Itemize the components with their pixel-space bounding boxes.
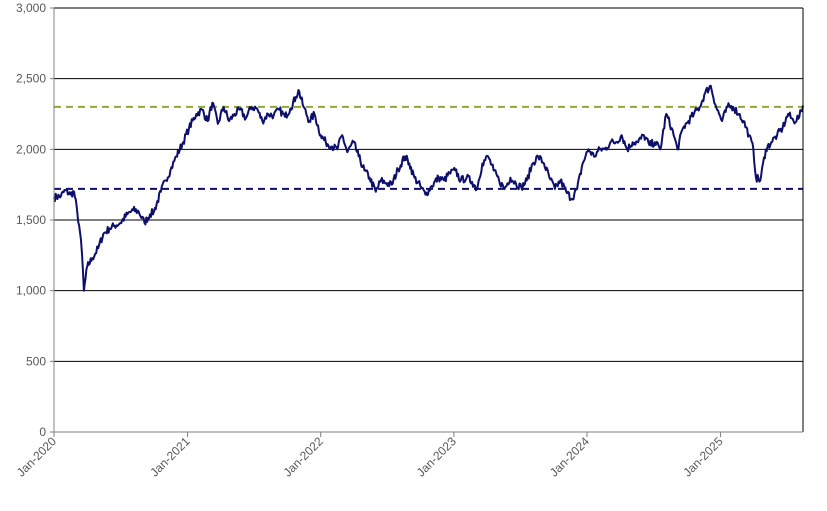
series-line <box>53 84 804 292</box>
x-tick-label: Jan-2022 <box>281 434 327 480</box>
horizontal-gridlines <box>54 7 803 362</box>
y-tick-labels: 0 500 1,000 1,500 2,000 2,500 3,000 <box>16 1 54 439</box>
y-tick-label: 500 <box>26 354 46 368</box>
x-tick-label: Jan-2025 <box>680 434 726 480</box>
x-tick-labels: Jan-2020 Jan-2021 Jan-2022 Jan-2023 Jan-2024… <box>14 432 726 480</box>
x-tick-label: Jan-2021 <box>147 434 193 480</box>
y-tick-label: 1,500 <box>16 213 46 227</box>
series-layer <box>53 84 804 292</box>
x-tick-label: Jan-2020 <box>14 434 60 480</box>
y-tick-label: 2,000 <box>16 142 46 156</box>
y-tick-label: 3,000 <box>16 1 46 15</box>
y-tick-label: 2,500 <box>16 72 46 86</box>
x-tick-label: Jan-2023 <box>414 434 460 480</box>
y-tick-label: 0 <box>39 425 46 439</box>
x-tick-label: Jan-2024 <box>547 434 593 480</box>
y-tick-label: 1,000 <box>16 284 46 298</box>
